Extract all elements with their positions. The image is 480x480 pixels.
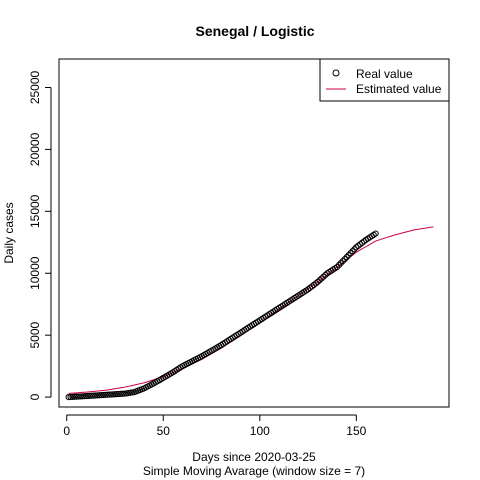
real-value-point [98, 392, 105, 399]
real-value-point [320, 273, 327, 280]
real-value-point [108, 391, 115, 398]
real-value-point [106, 391, 113, 398]
real-value-point [347, 250, 354, 257]
real-value-point [337, 259, 344, 267]
real-value-point [69, 393, 76, 400]
real-value-point [67, 393, 74, 401]
x-tick-label: 150 [346, 424, 366, 438]
chart-subtitle: Simple Moving Avarage (window size = 7) [143, 464, 365, 478]
real-value-point [314, 278, 321, 286]
real-value-point [96, 392, 103, 399]
y-axis: 0 5000 10000 15000 20000 25000 [28, 70, 52, 400]
real-value-point [65, 393, 72, 401]
real-value-point [82, 393, 90, 400]
legend: Real value Estimated value [319, 58, 450, 102]
real-value-point [322, 271, 329, 279]
real-value-point [349, 248, 356, 255]
real-value-point [119, 390, 126, 397]
real-value-point [73, 393, 80, 400]
plot-frame [58, 58, 450, 408]
real-value-point [341, 256, 348, 263]
legend-estimated-label: Estimated value [356, 82, 442, 96]
real-value-point [345, 252, 352, 259]
y-tick-label: 25000 [28, 70, 42, 104]
real-value-point [88, 392, 95, 399]
real-value-point [86, 392, 93, 399]
real-value-point [90, 392, 97, 399]
real-value-point [339, 258, 346, 265]
real-value-point [77, 393, 84, 400]
legend-real-label: Real value [356, 67, 413, 81]
real-value-point [316, 277, 323, 284]
y-tick-label: 5000 [28, 322, 42, 349]
real-value-point [102, 391, 109, 398]
legend-box [319, 58, 450, 102]
real-value-point [117, 390, 124, 397]
y-tick-label: 20000 [28, 132, 42, 166]
chart-title: Senegal / Logistic [195, 23, 314, 39]
real-value-point [372, 230, 379, 237]
real-value-point [318, 275, 325, 282]
real-value-point [94, 392, 101, 399]
real-value-point [81, 393, 88, 400]
real-value-point [351, 246, 358, 253]
real-value-point [115, 390, 122, 398]
real-value-point [79, 393, 86, 400]
real-value-point [92, 392, 99, 399]
real-value-point [84, 392, 92, 400]
y-tick-label: 0 [28, 393, 42, 400]
x-tick-label: 0 [63, 424, 70, 438]
y-tick-label: 10000 [28, 256, 42, 290]
real-value-point [335, 261, 343, 269]
real-value-point [113, 391, 121, 398]
series-real-value [65, 230, 379, 401]
x-axis-label: Days since 2020-03-25 [192, 450, 316, 464]
real-value-point [109, 391, 117, 398]
real-value-point [333, 263, 341, 271]
real-value-point [111, 391, 119, 398]
y-tick-label: 15000 [28, 194, 42, 228]
real-value-point [75, 393, 82, 400]
real-value-point [104, 391, 111, 398]
legend-real-marker [332, 69, 340, 77]
real-value-point [343, 254, 350, 261]
y-axis-label: Daily cases [2, 202, 16, 263]
x-tick-label: 100 [250, 424, 270, 438]
real-value-point [100, 391, 107, 399]
x-tick-label: 50 [157, 424, 171, 438]
real-value-point [71, 393, 78, 400]
x-axis: 0 50 100 150 [63, 414, 367, 438]
